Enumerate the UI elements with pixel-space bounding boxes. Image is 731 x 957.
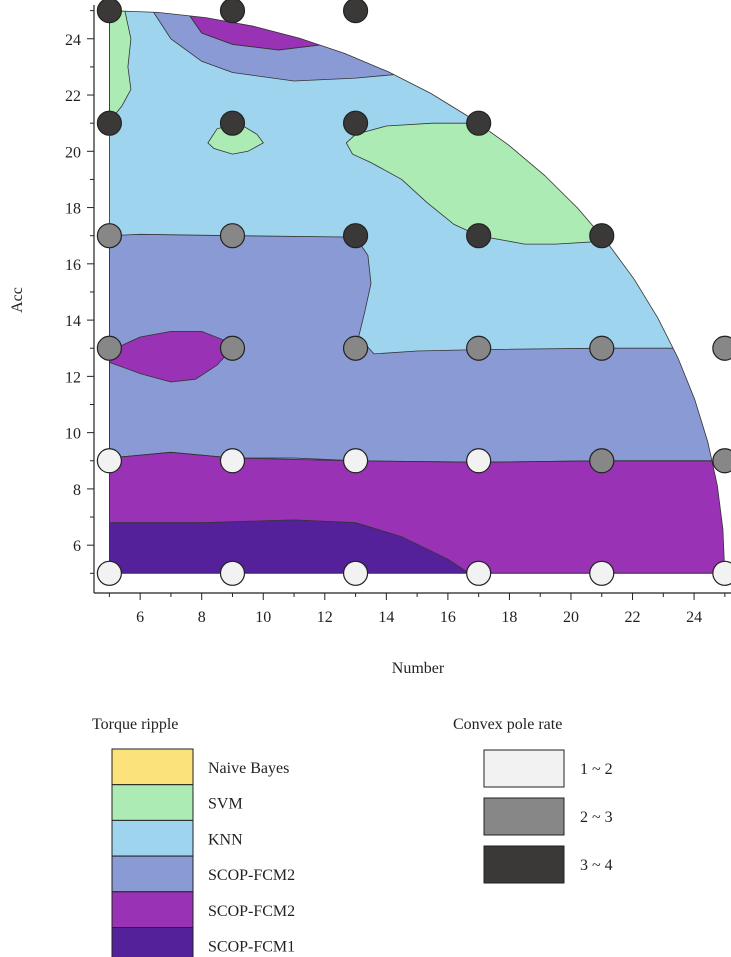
y-tick-label: 12 bbox=[65, 369, 81, 386]
data-point bbox=[96, 110, 122, 136]
data-point bbox=[466, 560, 492, 586]
data-point bbox=[219, 448, 246, 474]
y-tick-label: 16 bbox=[65, 257, 81, 274]
torque-ripple-legend: Torque ripple Naive Bayes SVM KNN SCOP-FCM2… bbox=[92, 716, 295, 957]
y-tick-label: 14 bbox=[65, 313, 81, 330]
data-point bbox=[96, 0, 122, 24]
data-point bbox=[589, 335, 615, 361]
data-point bbox=[219, 110, 246, 136]
x-tick-label: 20 bbox=[563, 609, 579, 626]
data-point bbox=[96, 223, 122, 249]
y-tick-label: 22 bbox=[65, 88, 81, 105]
band-scop-fcm2-blue-middle bbox=[109, 234, 725, 463]
torque-legend-label: SVM bbox=[208, 796, 243, 813]
outside-mask bbox=[0, 0, 731, 600]
convex-pole-rate-legend: Convex pole rate 1 ~ 2 2 ~ 3 3 ~ 4 bbox=[453, 716, 613, 884]
data-point bbox=[342, 0, 369, 24]
x-tick-label: 10 bbox=[255, 609, 271, 626]
x-tick-label: 6 bbox=[136, 609, 144, 626]
pole-legend-label: 1 ~ 2 bbox=[580, 761, 613, 778]
region-outline bbox=[109, 10, 726, 574]
torque-legend-swatch bbox=[111, 855, 194, 893]
y-tick-label: 6 bbox=[73, 538, 81, 555]
data-point bbox=[96, 335, 122, 361]
band-svm-small-patch bbox=[207, 123, 264, 155]
data-point bbox=[96, 448, 122, 474]
data-point bbox=[712, 448, 731, 474]
pole-legend-label: 2 ~ 3 bbox=[580, 809, 613, 826]
x-tick-label: 14 bbox=[378, 609, 394, 626]
data-point bbox=[96, 560, 122, 586]
data-point bbox=[219, 335, 246, 361]
x-tick-label: 18 bbox=[501, 609, 517, 626]
torque-legend-label: KNN bbox=[208, 831, 243, 848]
torque-legend-swatch bbox=[111, 891, 194, 928]
data-point bbox=[219, 223, 246, 249]
data-point bbox=[466, 335, 492, 361]
pole-legend-label: 3 ~ 4 bbox=[580, 857, 613, 874]
x-tick-label: 16 bbox=[440, 609, 456, 626]
torque-legend-label: SCOP-FCM1 bbox=[208, 939, 295, 956]
data-point bbox=[589, 560, 615, 586]
data-point bbox=[712, 560, 731, 586]
band-scop-fcm1-bottom bbox=[109, 519, 470, 574]
data-point bbox=[466, 110, 492, 136]
x-tick-label: 12 bbox=[317, 609, 333, 626]
y-tick-label: 24 bbox=[65, 32, 81, 49]
torque-legend-swatch bbox=[111, 927, 194, 957]
data-point bbox=[342, 448, 369, 474]
pole-legend-swatch bbox=[483, 797, 565, 836]
x-tick-label: 22 bbox=[625, 609, 641, 626]
x-tick-label: 8 bbox=[198, 609, 206, 626]
data-point bbox=[219, 0, 246, 24]
x-tick-label: 24 bbox=[686, 609, 702, 626]
band-svm-left-strip bbox=[109, 10, 131, 118]
band-svm-large-patch bbox=[346, 123, 658, 245]
data-point bbox=[712, 335, 731, 361]
pole-legend-swatch bbox=[483, 749, 565, 788]
axes: 6 8 10 12 14 16 18 20 22 24 6 8 10 12 14 16 18 20 22 24 bbox=[65, 5, 731, 626]
data-point bbox=[219, 560, 246, 586]
y-tick-label: 8 bbox=[73, 482, 81, 499]
data-point bbox=[342, 560, 369, 586]
torque-legend-swatch bbox=[111, 819, 194, 857]
data-point bbox=[466, 448, 492, 474]
y-tick-label: 20 bbox=[65, 144, 81, 161]
data-point bbox=[342, 223, 369, 249]
data-point bbox=[342, 335, 369, 361]
data-point bbox=[466, 223, 492, 249]
data-point bbox=[589, 448, 615, 474]
data-point bbox=[342, 110, 369, 136]
pole-legend-swatch bbox=[483, 845, 565, 884]
torque-legend-swatch bbox=[111, 748, 194, 786]
torque-legend-title: Torque ripple bbox=[92, 716, 178, 733]
y-axis-label: Acc bbox=[9, 287, 26, 313]
band-scop-fcm2-purple-island bbox=[109, 331, 233, 382]
torque-legend-label: SCOP-FCM2 bbox=[208, 867, 295, 884]
x-axis-label: Number bbox=[392, 660, 445, 677]
y-tick-label: 10 bbox=[65, 426, 81, 443]
data-point bbox=[589, 223, 615, 249]
torque-legend-label: Naive Bayes bbox=[208, 760, 289, 777]
torque-legend-label: SCOP-FCM2 bbox=[208, 903, 295, 920]
y-tick-label: 18 bbox=[65, 201, 81, 218]
band-scop-fcm2-blue-middle-outline bbox=[109, 233, 726, 463]
torque-legend-swatch bbox=[111, 784, 194, 821]
band-scop-fcm2-purple-bottom bbox=[109, 452, 725, 574]
pole-legend-title: Convex pole rate bbox=[453, 716, 562, 733]
data-points bbox=[96, 0, 731, 586]
